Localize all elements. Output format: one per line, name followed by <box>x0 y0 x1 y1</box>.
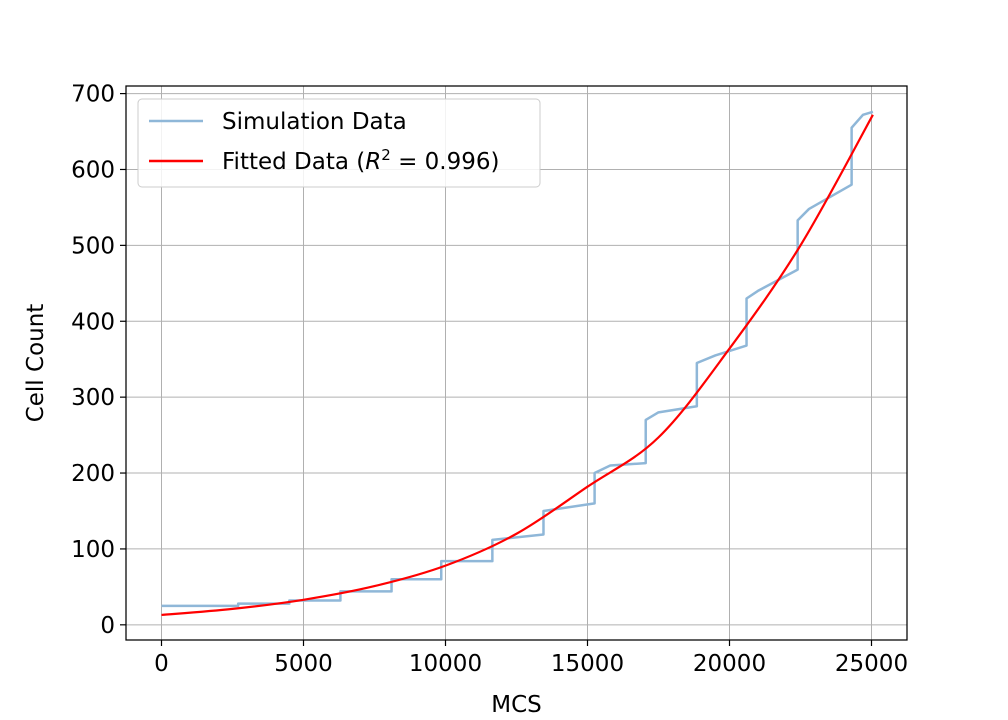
y-tick-label: 400 <box>71 309 115 335</box>
y-tick-label: 700 <box>71 82 115 108</box>
legend: Simulation Data Fitted Data (R2 = 0.996) <box>137 98 541 188</box>
y-tick-label: 300 <box>71 385 115 411</box>
y-tick-label: 0 <box>100 613 115 639</box>
y-axis-ticks: 0 100 200 300 400 500 600 700 <box>71 82 126 639</box>
legend-label-fitted: Fitted Data (R2 = 0.996) <box>222 146 500 175</box>
y-tick-label: 600 <box>71 157 115 183</box>
y-tick-label: 100 <box>71 537 115 563</box>
fitted-series-line <box>161 114 874 617</box>
x-tick-label: 20000 <box>693 651 766 677</box>
x-axis-label: MCS <box>491 692 542 718</box>
axes-frame <box>125 85 908 641</box>
x-tick-label: 0 <box>154 651 169 677</box>
x-tick-label: 15000 <box>551 651 624 677</box>
legend-box <box>137 98 541 188</box>
x-tick-label: 25000 <box>835 651 908 677</box>
y-tick-label: 500 <box>71 233 115 259</box>
simulation-series-line <box>161 110 874 608</box>
x-axis-ticks: 0 5000 10000 15000 20000 25000 <box>154 640 908 677</box>
plot-area <box>161 110 874 617</box>
y-axis-label: Cell Count <box>23 304 49 423</box>
x-tick-label: 10000 <box>409 651 482 677</box>
legend-label-simulation: Simulation Data <box>222 109 407 135</box>
y-tick-label: 200 <box>71 461 115 487</box>
x-tick-label: 5000 <box>274 651 333 677</box>
